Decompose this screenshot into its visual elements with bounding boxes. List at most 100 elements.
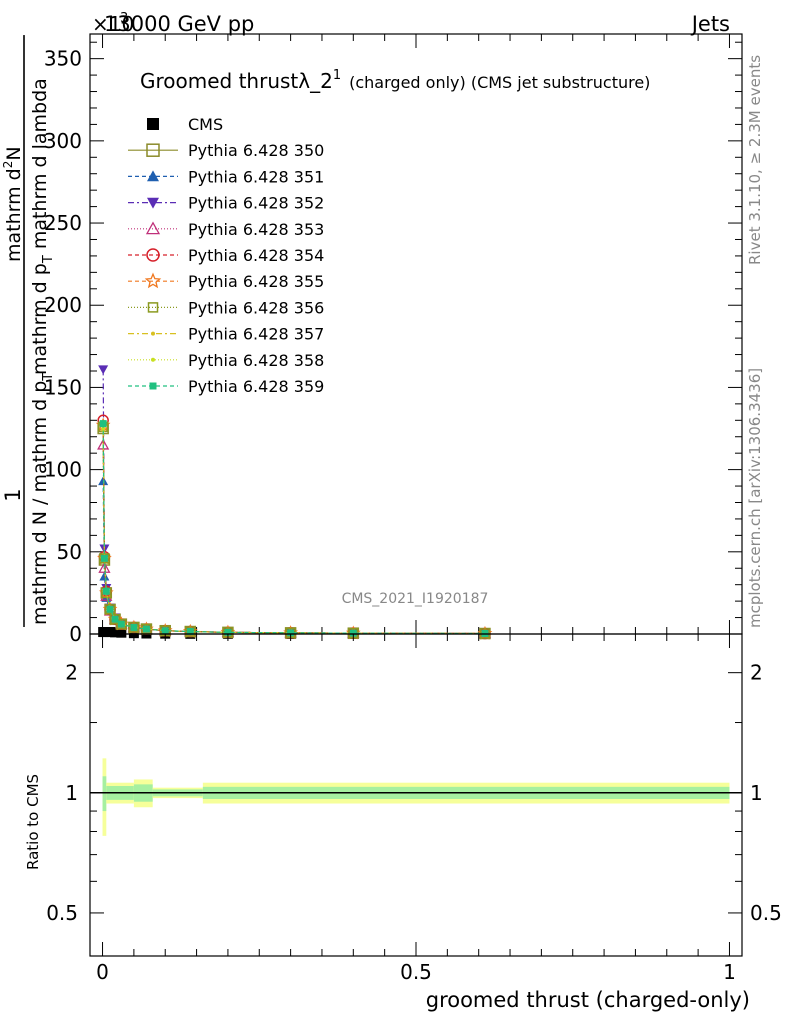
- y-tick-label: 100: [44, 458, 82, 482]
- x-tick-label: 0.5: [400, 960, 432, 984]
- rivet-version-label: Rivet 3.1.10, ≥ 2.3M events: [746, 55, 764, 265]
- legend-item: Pythia 6.428 350: [128, 141, 324, 160]
- data-point: [349, 629, 357, 637]
- legend-label: Pythia 6.428 354: [188, 246, 324, 265]
- mcplots-label: mcplots.cern.ch [arXiv:1306.3436]: [746, 368, 764, 628]
- series-line: [102, 481, 485, 635]
- legend-label: Pythia 6.428 357: [188, 325, 324, 344]
- legend-item: Pythia 6.428 352: [128, 194, 324, 213]
- multiplier-label: ×10: [92, 12, 134, 36]
- legend-marker: [146, 248, 160, 262]
- legend-marker: [146, 143, 160, 157]
- y-tick-label: 150: [44, 375, 82, 399]
- y-tick-label: 300: [44, 129, 82, 153]
- ratio-y-tick-label-right: 0.5: [750, 901, 782, 925]
- legend-item: Pythia 6.428 354: [128, 246, 324, 265]
- ratio-band-group: [90, 758, 742, 836]
- legend-marker: [151, 357, 155, 362]
- x-tick-label: 0: [96, 960, 109, 984]
- legend-marker: [147, 118, 159, 130]
- legend-item: CMS: [147, 115, 223, 134]
- main-tick-group: 0 50 100 150 200 250 300 350: [44, 34, 742, 646]
- data-point: [98, 365, 109, 375]
- legend-marker: [144, 272, 162, 289]
- ratio-y-tick-label: 2: [65, 661, 78, 685]
- legend-label: Pythia 6.428 353: [188, 220, 324, 239]
- data-point: [106, 605, 114, 613]
- legend: CMS Pythia 6.428 350 Pythia 6.428 351 Pythi…: [128, 115, 324, 396]
- x-axis-title: groomed thrust (charged-only): [426, 988, 750, 1012]
- main-plot-panel: 0 50 100 150 200 250 300 350: [44, 33, 743, 646]
- y-title-numerator: 1: [1, 488, 25, 501]
- legend-marker: [151, 331, 155, 336]
- header-process: 13000 GeV pp: [104, 12, 254, 36]
- legend-item: Pythia 6.428 355: [128, 272, 324, 291]
- data-point: [100, 554, 108, 562]
- data-point: [142, 625, 150, 633]
- legend-label: Pythia 6.428 352: [188, 194, 324, 213]
- ratio-tick-group: 0.5 0.5 1 1 2 2 0 0.5 1: [46, 634, 782, 984]
- legend-label: CMS: [188, 115, 223, 134]
- data-point: [185, 626, 196, 637]
- legend-item: Pythia 6.428 357: [128, 325, 324, 344]
- ratio-plot-frame: [89, 633, 743, 957]
- series-pythia-359: [99, 420, 489, 638]
- data-point: [98, 561, 111, 573]
- data-point: [116, 627, 127, 638]
- legend-marker: [149, 382, 157, 390]
- data-point: [224, 628, 232, 636]
- data-point: [161, 627, 169, 635]
- series-pythia-351: [98, 476, 490, 638]
- y-tick-label: 50: [57, 540, 82, 564]
- ratio-band-inner: [102, 776, 107, 812]
- legend-label: Pythia 6.428 355: [188, 272, 324, 291]
- legend-label: Pythia 6.428 356: [188, 298, 324, 317]
- ratio-y-tick-label-right: 1: [750, 781, 763, 805]
- data-point: [128, 628, 139, 639]
- data-point: [101, 426, 106, 431]
- legend-label: Pythia 6.428 358: [188, 351, 324, 370]
- plot-title: Groomed thrustλ_21 (charged only) (CMS je…: [140, 68, 650, 93]
- data-point: [99, 553, 110, 564]
- data-point: [128, 622, 140, 633]
- y-title-right-denominator: mathrm d pT mathrm d lambda: [29, 78, 56, 375]
- data-point: [111, 615, 119, 623]
- y-tick-label: 200: [44, 293, 82, 317]
- data-point: [99, 571, 110, 581]
- y-title-denominator: mathrm d N / mathrm d pT: [29, 373, 56, 625]
- legend-label: Pythia 6.428 350: [188, 141, 324, 160]
- x-tick-label: 1: [723, 960, 736, 984]
- legend-item: Pythia 6.428 356: [128, 298, 324, 317]
- series-pythia-353: [97, 438, 492, 639]
- ratio-y-axis-title: Ratio to CMS: [24, 774, 42, 870]
- data-point: [186, 628, 194, 636]
- ratio-y-tick-label: 0.5: [46, 901, 78, 925]
- data-point: [105, 627, 116, 638]
- ratio-plot-panel: 0.5 0.5 1 1 2 2 0 0.5 1: [46, 633, 782, 984]
- ratio-y-tick-label: 1: [65, 781, 78, 805]
- legend-item: Pythia 6.428 358: [128, 351, 324, 370]
- data-point: [99, 420, 107, 428]
- main-series-group: [95, 365, 493, 640]
- multiplier-exponent: 3: [120, 11, 128, 26]
- analysis-watermark: CMS_2021_I1920187: [342, 591, 489, 607]
- data-point: [110, 627, 121, 638]
- y-tick-label: 350: [44, 47, 82, 71]
- legend-marker: [147, 197, 159, 209]
- legend-label: Pythia 6.428 351: [188, 167, 324, 186]
- legend-item: Pythia 6.428 351: [128, 167, 324, 186]
- legend-item: Pythia 6.428 359: [128, 377, 324, 396]
- y-title-right-numerator: mathrm d2N: [1, 146, 25, 262]
- y-tick-label: 250: [44, 211, 82, 235]
- y-tick-label: 0: [69, 622, 82, 646]
- legend-item: Pythia 6.428 353: [128, 220, 324, 239]
- data-point: [102, 587, 110, 595]
- ratio-y-tick-label-right: 2: [750, 661, 763, 685]
- data-point: [116, 618, 127, 630]
- data-point: [104, 604, 116, 615]
- legend-marker: [145, 221, 161, 235]
- legend-marker: [147, 170, 159, 182]
- legend-label: Pythia 6.428 359: [188, 377, 324, 396]
- main-y-axis-title: 1 mathrm d N / mathrm d pT mathrm d2N ma…: [1, 35, 56, 627]
